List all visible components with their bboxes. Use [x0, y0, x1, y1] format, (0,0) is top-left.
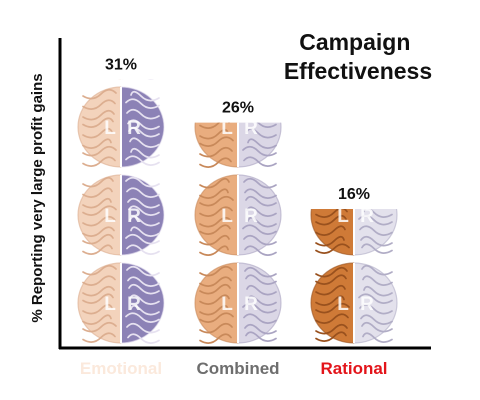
- y-axis-label: % Reporting very large profit gains: [29, 73, 46, 322]
- bar-rational: L RL R: [310, 206, 398, 344]
- category-label: Emotional: [80, 359, 162, 378]
- chart-title-line-2: Effectiveness: [284, 58, 432, 84]
- brain-letter-left: L: [104, 206, 116, 227]
- brain-letter-right: R: [244, 118, 258, 139]
- category-labels: Emotional Combined Rational: [80, 359, 388, 378]
- brain-letter-left: L: [104, 118, 116, 139]
- brain-letter-right: R: [127, 294, 141, 315]
- brain-letter-left: L: [337, 294, 349, 315]
- bar-combined: L RL RL R: [194, 118, 282, 344]
- data-label: 26%: [222, 100, 254, 117]
- brain-letter-right: R: [244, 206, 258, 227]
- brain-letter-right: R: [127, 118, 141, 139]
- brain-letter-right: R: [127, 30, 141, 51]
- chart-title-line-1: Campaign: [299, 29, 410, 55]
- category-label: Rational: [320, 359, 387, 378]
- data-label: 31%: [105, 57, 137, 74]
- bar-emotional: L RL RL RL R: [77, 30, 165, 344]
- brain-letter-left: L: [221, 206, 233, 227]
- category-label: Combined: [196, 359, 279, 378]
- brain-letter-left: L: [104, 30, 116, 51]
- brain-letter-left: L: [221, 118, 233, 139]
- brain-letter-left: L: [104, 294, 116, 315]
- brain-letter-left: L: [337, 206, 349, 227]
- brain-letter-right: R: [360, 206, 374, 227]
- brain-letter-right: R: [244, 294, 258, 315]
- plot-marks: L RL RL RL R31%L RL RL R26%L RL R16%: [77, 30, 398, 344]
- brain-letter-right: R: [360, 294, 374, 315]
- chart-title: Campaign Effectiveness: [284, 29, 432, 84]
- data-label: 16%: [338, 186, 370, 203]
- brain-letter-right: R: [127, 206, 141, 227]
- brain-letter-left: L: [221, 294, 233, 315]
